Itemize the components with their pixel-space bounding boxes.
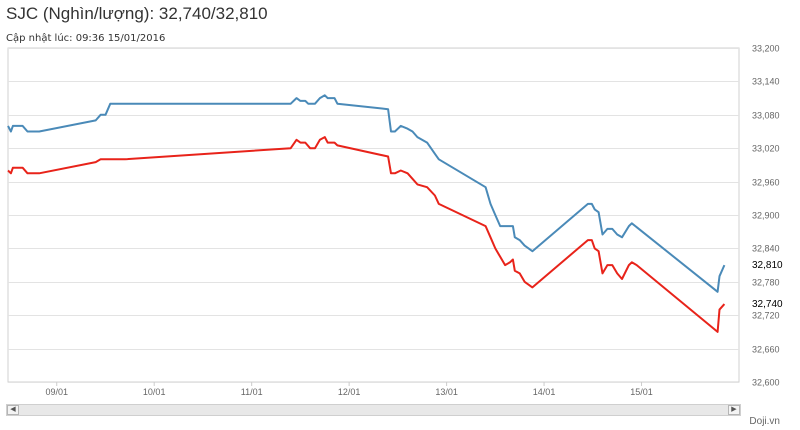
y-tick-label: 32,660 xyxy=(752,345,780,355)
x-tick-label: 10/01 xyxy=(143,387,166,397)
x-tick-label: 12/01 xyxy=(338,387,361,397)
y-tick-label: 32,720 xyxy=(752,311,780,321)
x-tick-label: 09/01 xyxy=(45,387,68,397)
y-tick-label: 32,900 xyxy=(752,211,780,221)
y-tick-label: 33,200 xyxy=(752,44,780,54)
y-tick-label: 32,840 xyxy=(752,244,780,254)
y-tick-label: 32,780 xyxy=(752,278,780,288)
y-tick-label: 33,080 xyxy=(752,111,780,121)
scroll-right-button[interactable]: ▶ xyxy=(728,405,740,415)
sell-last-label: 32,810 xyxy=(752,260,783,271)
y-tick-label: 33,140 xyxy=(752,77,780,87)
x-tick-label: 13/01 xyxy=(435,387,458,397)
y-tick-label: 32,600 xyxy=(752,378,780,388)
buy-price-line xyxy=(7,136,726,333)
x-tick-label: 15/01 xyxy=(630,387,653,397)
y-tick-label: 33,020 xyxy=(752,144,780,154)
chart-title: SJC (Nghìn/lượng): 32,740/32,810 xyxy=(6,4,268,23)
updated-timestamp: Cập nhật lúc: 09:36 15/01/2016 xyxy=(6,33,166,44)
x-tick-label: 14/01 xyxy=(533,387,556,397)
chart-scrollbar[interactable]: ◀ ▶ xyxy=(6,404,741,416)
buy-last-label: 32,740 xyxy=(752,299,783,310)
sell-price-line xyxy=(7,94,726,293)
source-watermark: Doji.vn xyxy=(749,416,780,427)
scroll-left-button[interactable]: ◀ xyxy=(7,405,19,415)
price-chart: 32,600 32,660 32,720 32,780 32,840 32,900 32,9… xyxy=(7,44,783,397)
x-tick-label: 11/01 xyxy=(241,387,263,397)
y-tick-label: 32,960 xyxy=(752,178,780,188)
